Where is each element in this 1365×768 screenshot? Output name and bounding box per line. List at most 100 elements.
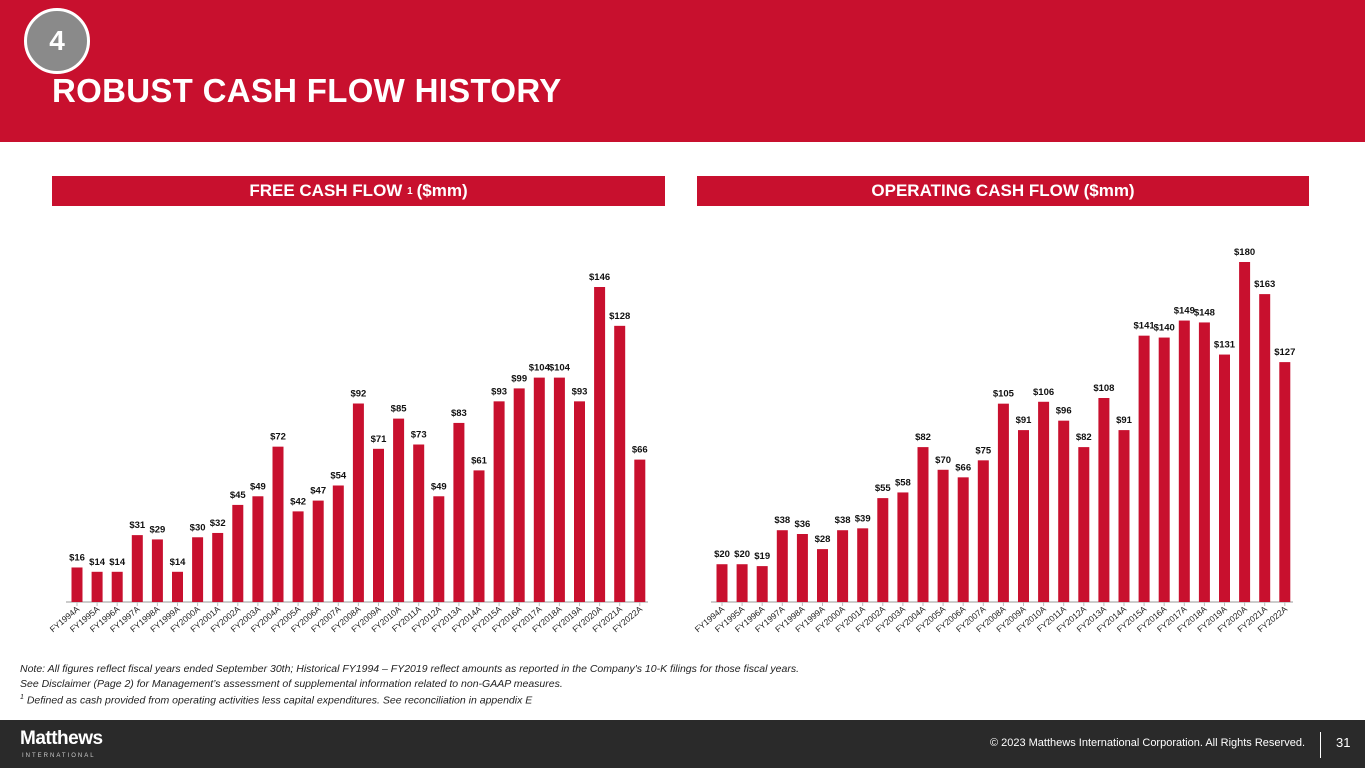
ocf-data-label: $108: [1093, 383, 1114, 394]
fcf-bar: [151, 539, 163, 602]
ocf-bar: [1098, 398, 1110, 602]
ocf-bar: [1279, 362, 1291, 602]
fcf-data-label: $14: [109, 557, 126, 568]
ocf-data-label: $75: [975, 445, 992, 456]
fcf-bar: [172, 571, 183, 602]
header-band: [0, 0, 1365, 142]
fcf-data-label: $16: [69, 552, 85, 563]
matthews-logo: Matthews: [20, 728, 103, 749]
fcf-data-label: $14: [170, 557, 187, 568]
fcf-data-label: $31: [129, 520, 146, 531]
fcf-data-label: $99: [511, 373, 527, 384]
ocf-data-label: $106: [1033, 387, 1054, 398]
fcf-data-label: $29: [149, 524, 165, 535]
ocf-bar: [776, 530, 788, 602]
fcf-data-label: $128: [609, 311, 630, 322]
ocf-data-label: $127: [1274, 347, 1295, 358]
fcf-data-label: $54: [330, 470, 347, 481]
ocf-data-label: $38: [774, 515, 790, 526]
fcf-bar: [192, 537, 204, 602]
ocf-bar: [997, 403, 1009, 602]
page-title: ROBUST CASH FLOW HISTORY: [52, 72, 562, 109]
fcf-data-label: $83: [451, 408, 467, 419]
fcf-bar: [634, 459, 646, 602]
ocf-data-label: $105: [993, 389, 1015, 400]
fcf-data-label: $72: [270, 432, 286, 443]
ocf-bar: [1178, 320, 1190, 602]
fcf-bar: [312, 500, 324, 602]
ocf-bar: [837, 530, 849, 602]
ocf-data-label: $36: [794, 519, 810, 530]
ocf-bar: [957, 477, 969, 602]
ocf-data-label: $163: [1254, 279, 1275, 290]
fcf-data-label: $42: [290, 496, 306, 507]
ocf-data-label: $96: [1056, 406, 1072, 417]
ocf-data-label: $66: [955, 462, 971, 473]
fcf-bar: [413, 444, 425, 602]
fcf-data-label: $93: [491, 386, 507, 397]
ocf-data-label: $148: [1194, 307, 1215, 318]
ocf-bar: [1138, 335, 1150, 602]
ocf-data-label: $70: [935, 455, 951, 466]
fcf-section-header: FREE CASH FLOW 1 ($mm): [52, 176, 665, 206]
fcf-bar: [352, 403, 364, 602]
fcf-bar: [614, 325, 626, 602]
ocf-bar: [1198, 322, 1210, 602]
fcf-data-label: $30: [190, 522, 206, 533]
fcf-data-label: $71: [371, 434, 388, 445]
ocf-bar: [1118, 430, 1130, 602]
fcf-bar: [533, 377, 545, 602]
fcf-bar: [513, 388, 525, 602]
fcf-bar: [373, 448, 384, 602]
ocf-section-header: OPERATING CASH FLOW ($mm): [697, 176, 1309, 206]
ocf-data-label: $91: [1116, 415, 1133, 426]
fcf-data-label: $61: [471, 455, 488, 466]
ocf-bar: [917, 447, 929, 602]
fcf-data-label: $49: [250, 481, 266, 492]
fcf-data-label: $73: [411, 430, 427, 441]
ocf-bar: [1018, 430, 1029, 602]
ocf-data-label: $140: [1154, 323, 1175, 334]
fcf-bar: [212, 532, 224, 602]
cash-flow-charts: $16FY1994A$14FY1995A$14FY1996A$31FY1997A…: [48, 247, 1296, 634]
ocf-bar: [977, 460, 989, 602]
ocf-data-label: $19: [754, 551, 770, 562]
ocf-bar: [796, 534, 808, 602]
ocf-bar: [1038, 401, 1050, 602]
fcf-bar: [111, 571, 123, 602]
ocf-data-label: $91: [1016, 415, 1033, 426]
ocf-data-label: $180: [1234, 247, 1255, 258]
fcf-data-label: $85: [391, 404, 408, 415]
fcf-data-label: $49: [431, 481, 447, 492]
ocf-data-label: $55: [875, 483, 892, 494]
ocf-bar: [897, 492, 909, 602]
ocf-data-label: $38: [835, 515, 851, 526]
fcf-data-label: $92: [350, 389, 366, 400]
fcf-unit: ($mm): [416, 181, 468, 200]
note-line-1: Note: All figures reflect fiscal years e…: [20, 663, 799, 675]
fcf-bar: [332, 485, 344, 602]
ocf-data-label: $82: [915, 432, 931, 443]
ocf-bar: [877, 498, 889, 602]
ocf-bar: [1158, 337, 1170, 602]
ocf-bar: [817, 549, 828, 602]
fcf-bar: [232, 504, 244, 602]
fcf-footnote-mark: 1: [407, 185, 413, 197]
fcf-bar: [272, 446, 284, 602]
footer-divider: [1320, 732, 1321, 758]
fcf-data-label: $104: [549, 363, 571, 374]
ocf-data-label: $82: [1076, 432, 1092, 443]
footnotes: Note: All figures reflect fiscal years e…: [20, 662, 799, 708]
ocf-bar: [756, 566, 768, 602]
ocf-data-label: $149: [1174, 306, 1195, 317]
ocf-bar: [1058, 420, 1070, 602]
matthews-logo-sub: INTERNATIONAL: [22, 753, 96, 759]
fcf-bar: [91, 571, 103, 602]
fcf-bar: [553, 377, 565, 602]
footer: Matthews INTERNATIONAL © 2023 Matthews I…: [0, 720, 1365, 768]
ocf-data-label: $131: [1214, 340, 1236, 351]
fcf-data-label: $45: [230, 490, 247, 501]
fcf-bar: [574, 401, 585, 602]
fcf-bar: [433, 496, 445, 602]
ocf-data-label: $20: [714, 549, 730, 560]
